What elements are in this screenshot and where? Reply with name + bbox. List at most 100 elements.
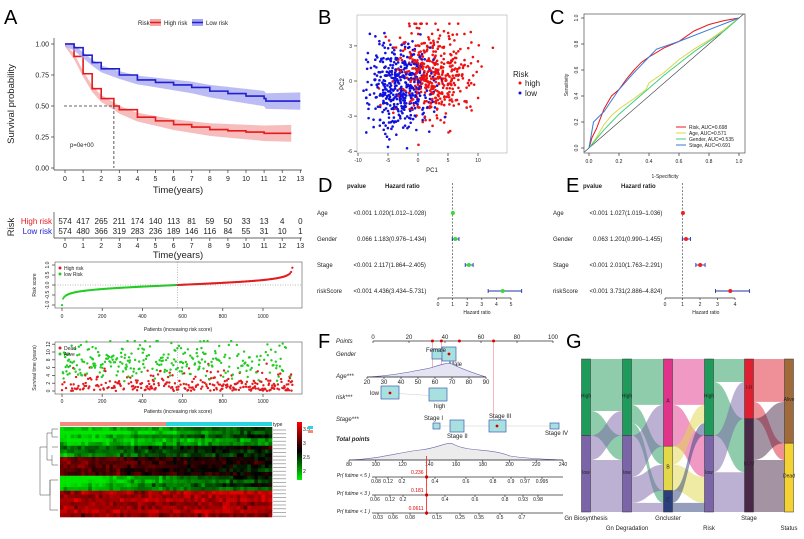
heatmap-cell [187,509,192,514]
survival-point [72,360,76,363]
pca-point-high [428,74,432,78]
survival-point [119,351,123,355]
heatmap-cell [229,513,234,518]
survival-point [180,366,184,369]
heatmap-cell [197,502,202,507]
heatmap-cell [208,479,213,484]
heatmap-cell [67,442,71,447]
heatmap-cell [116,490,121,495]
st-y-tick-label: 0 [46,389,52,392]
heatmap-cell [95,490,100,495]
pca-point-low [409,84,413,88]
heatmap-cell [81,475,86,480]
heatmap-cell [254,490,259,495]
pca-point-low [367,116,370,120]
table-x-tick-label: 11 [260,243,267,250]
heatmap-cell [91,445,96,450]
heatmap-cell [264,487,269,492]
pca-point-high [436,62,439,66]
survival-point [69,383,73,386]
risk-table-cell: 417 [76,217,90,226]
survival-point [85,340,88,343]
heatmap-cell [81,487,86,492]
heatmap-cell [243,453,248,458]
pca-point-high [434,72,438,75]
survival-point [107,355,111,359]
survival-point [126,339,129,343]
heatmap-cell [127,453,131,458]
heatmap-cell [211,445,216,450]
heatmap-cell [219,460,223,465]
survival-point [238,370,242,374]
st-y-tick-label: 10 [46,349,52,355]
heatmap-cell [226,460,230,465]
heatmap-cell [144,427,149,432]
survival-point [251,382,254,386]
pca-point-low [415,86,418,89]
heatmap-cell [240,494,245,499]
points-tick-label: 40 [442,335,449,341]
heatmap-cell [63,442,68,447]
heatmap-cell [123,457,128,462]
heatmap-cell [60,445,64,450]
pca-point-low [388,89,392,93]
survival-point [114,380,117,384]
heatmap-cell [229,449,234,454]
heatmap-cell [173,453,177,458]
heatmap-cell [74,513,78,518]
survival-point [264,388,267,391]
heatmap-cell [81,468,86,473]
heatmap-cell [109,449,114,454]
heatmap-cell [105,434,110,439]
survival-point [287,379,290,383]
node-label: A [666,399,670,405]
heatmap-cell [144,472,149,477]
heatmap-cell [268,438,273,443]
heatmap-cell [95,479,100,484]
heatmap-cell [180,442,184,447]
heatmap-cell [63,494,68,499]
pca-point-low [435,84,439,87]
row-label-Stage: Stage [553,263,569,269]
heatmap-cell [120,434,124,439]
pca-point-high [419,78,423,82]
heatmap-cell [141,494,146,499]
pca-point-low [405,146,409,150]
heatmap-cell [144,509,149,514]
heatmap-cell [162,449,167,454]
heatmap-cell [70,445,75,450]
heatmap-cell [95,509,100,514]
heatmap-cell [180,464,184,469]
pca-point-low [420,58,424,61]
heatmap-cell [151,457,156,462]
pca-point-high [440,100,444,104]
heatmap-cell [162,513,167,518]
survival-point [250,366,253,370]
heatmap-cell [74,460,78,465]
survival-point [131,384,135,388]
y-axis-label: PC2 [340,78,346,90]
heatmap-cell [247,498,252,503]
heatmap-cell [109,427,114,432]
survival-point [184,387,187,391]
heatmap-cell [215,434,220,439]
survival-point [155,368,159,372]
heatmap-cell [144,487,149,492]
heatmap-cell [127,487,131,492]
survival-point [252,380,256,383]
hr-point-Gender [453,237,458,241]
heatmap-cell [113,468,117,473]
heatmap-cell [127,479,131,484]
heatmap-cell [137,445,142,450]
risk-table-cell: 140 [149,217,163,226]
pca-point-high [415,26,419,30]
pca-point-low [405,73,408,76]
survival-point [283,386,286,389]
pca-point-high [398,36,402,39]
heatmap-cell [74,464,78,469]
heatmap-cell [98,498,103,503]
heatmap-cell [226,502,230,507]
pca-point-high [413,58,417,62]
pca-point-high [408,56,411,59]
pca-point-high [424,118,427,122]
